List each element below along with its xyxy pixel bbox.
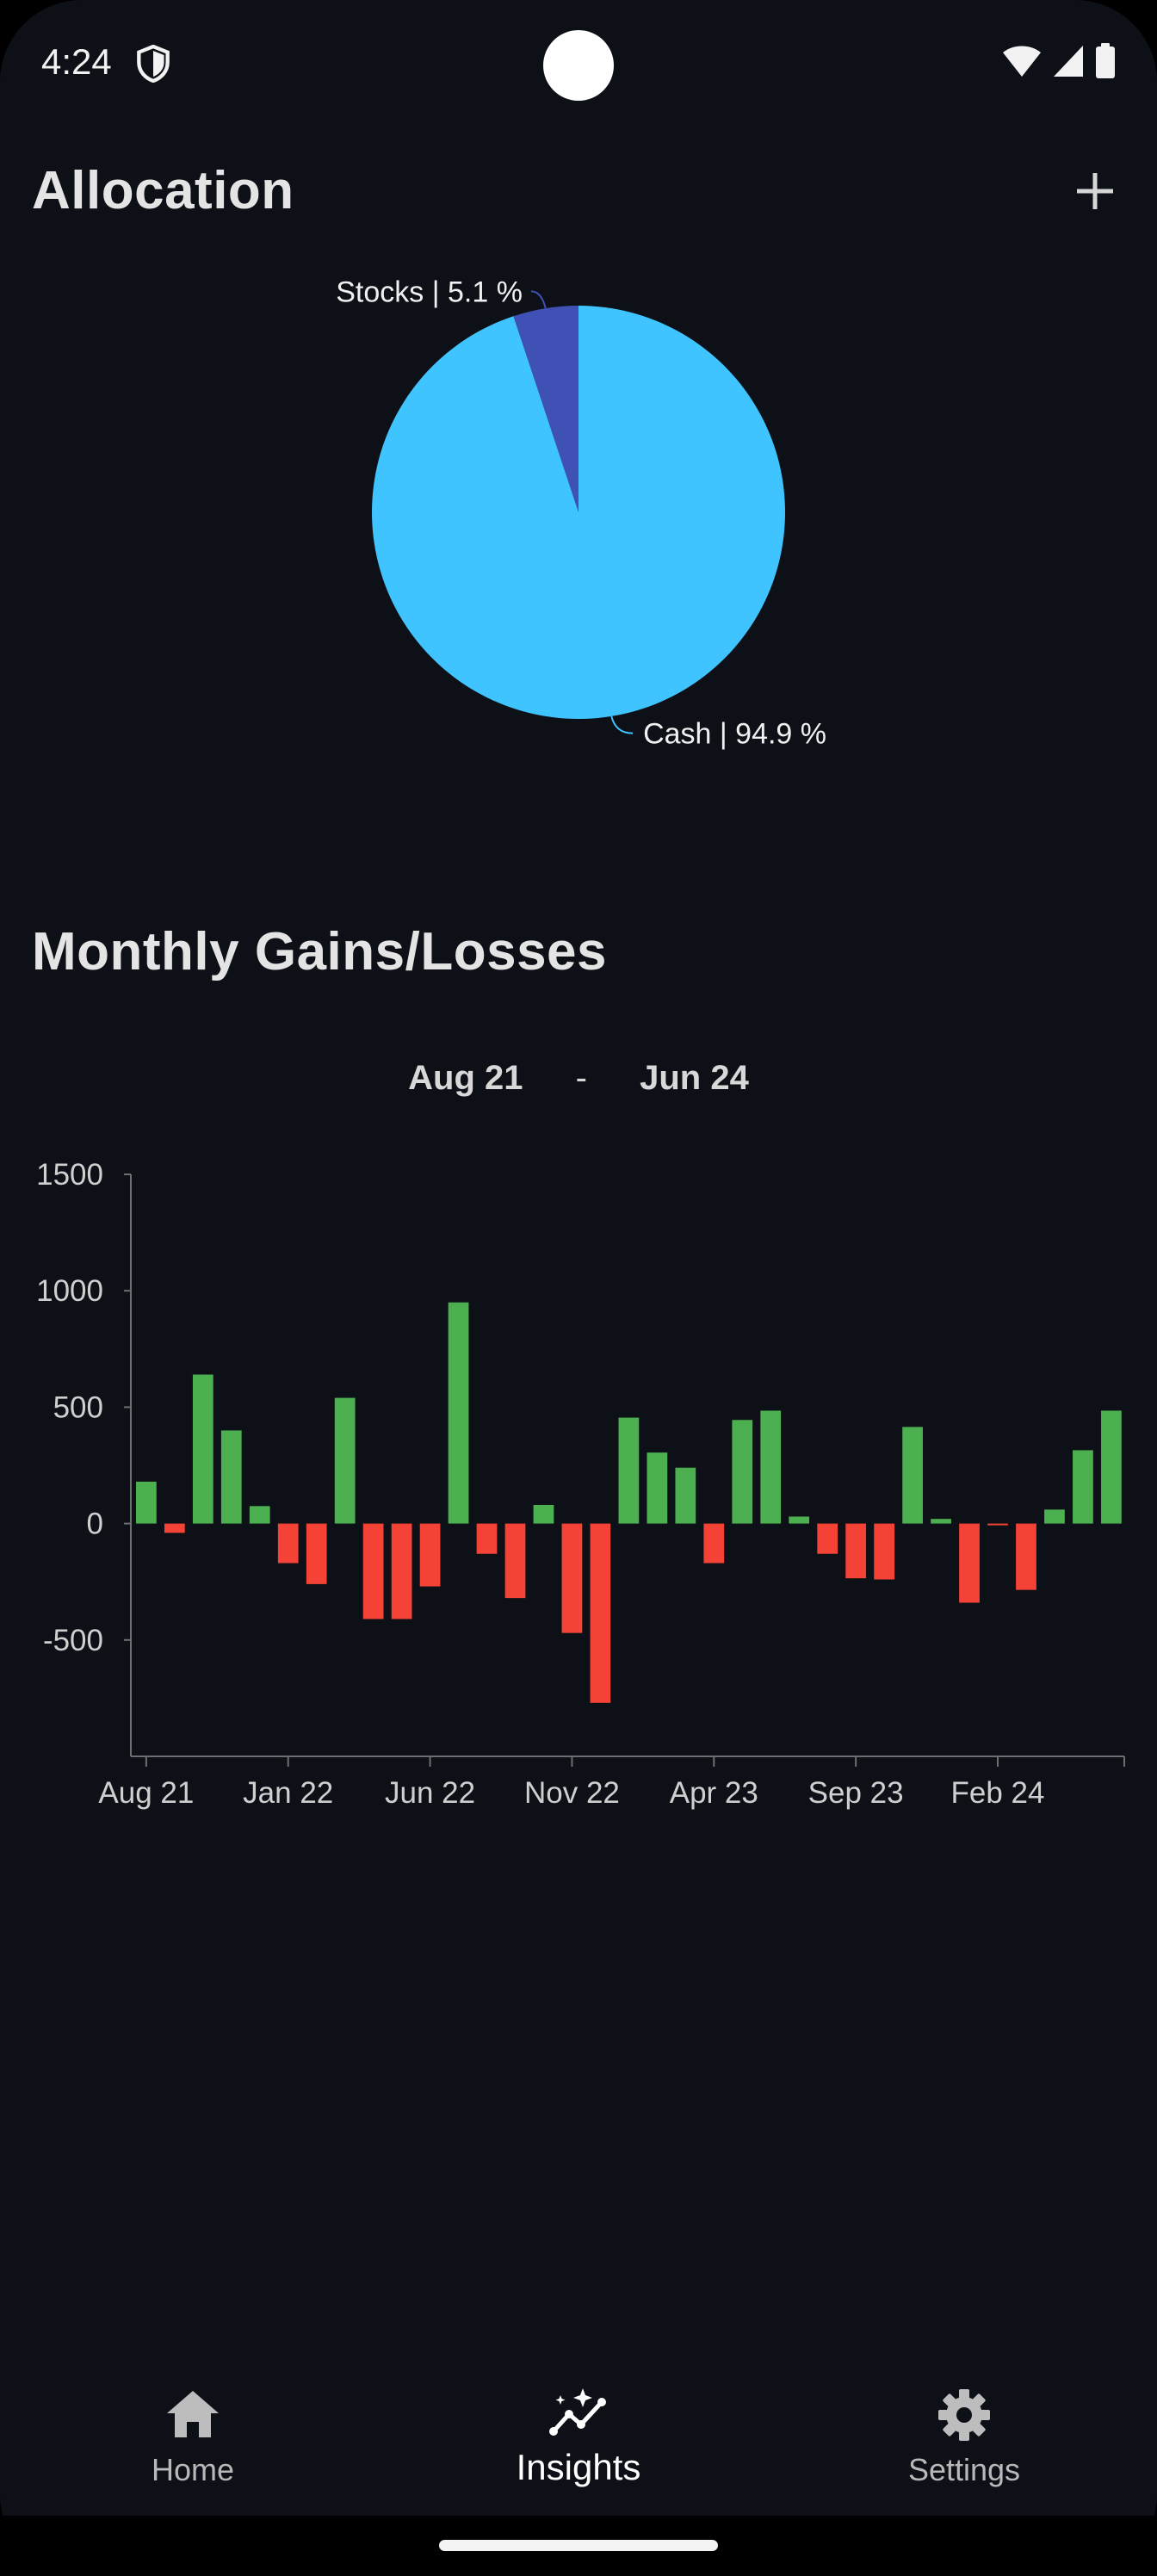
- nav-label-settings: Settings: [907, 2452, 1021, 2487]
- add-button[interactable]: [1067, 164, 1123, 219]
- monthly-bar-chart: -500 0 500 1000 1500 Aug 21 Jan 22 Jun 22 Nov 22…: [36, 1158, 1125, 1810]
- bar-apr-22[interactable]: [362, 1523, 384, 1619]
- bar-jun-22[interactable]: [419, 1523, 441, 1587]
- bar-may-23[interactable]: [732, 1420, 753, 1524]
- x-tick-label: Apr 23: [670, 1776, 758, 1810]
- bar-sep-21[interactable]: [164, 1523, 185, 1533]
- bar-nov-23[interactable]: [902, 1427, 923, 1524]
- bar-jun-24[interactable]: [1101, 1410, 1122, 1524]
- bar-jan-24[interactable]: [959, 1523, 980, 1603]
- bar-jul-22[interactable]: [448, 1302, 469, 1524]
- bar-jun-23[interactable]: [760, 1410, 782, 1524]
- bar-nov-22[interactable]: [561, 1523, 583, 1633]
- gear-icon: [933, 2385, 995, 2445]
- pie-leader-cash: [610, 715, 634, 734]
- bar-dec-23[interactable]: [931, 1519, 951, 1524]
- shield-icon: [137, 45, 170, 83]
- bar-mar-22[interactable]: [334, 1397, 356, 1524]
- x-tick-label: Jan 22: [243, 1776, 333, 1810]
- range-end[interactable]: Jun 24: [640, 1059, 749, 1097]
- home-icon: [162, 2385, 224, 2445]
- pie-leader-stocks: [530, 290, 547, 309]
- bar-may-22[interactable]: [391, 1523, 412, 1619]
- bar-jan-22[interactable]: [277, 1523, 299, 1564]
- y-tick-label: -500: [43, 1624, 103, 1657]
- bottom-navigation: Home Insights: [0, 2359, 1157, 2514]
- y-tick-label: 1000: [36, 1274, 103, 1308]
- nav-label-insights: Insights: [516, 2447, 641, 2487]
- bar-may-24[interactable]: [1073, 1450, 1093, 1524]
- home-indicator[interactable]: [439, 2540, 718, 2551]
- date-range: Aug 21 - Jun 24: [0, 1059, 1157, 1098]
- bar-aug-23[interactable]: [817, 1523, 838, 1554]
- status-icons: [1002, 43, 1116, 79]
- pie-slice-stocks: [513, 306, 578, 512]
- pie-slice-cash: [372, 306, 786, 719]
- cellular-signal-icon: [1054, 46, 1083, 77]
- bar-apr-23[interactable]: [703, 1523, 725, 1564]
- bar-sep-22[interactable]: [504, 1523, 526, 1599]
- x-tick-label: Jun 22: [385, 1776, 475, 1810]
- bar-feb-23[interactable]: [647, 1452, 668, 1524]
- x-tick-label: Sep 23: [808, 1776, 904, 1810]
- camera-cutout: [543, 30, 614, 101]
- bar-nov-21[interactable]: [220, 1430, 242, 1524]
- x-tick-label: Nov 22: [524, 1776, 620, 1810]
- wifi-icon: [1003, 46, 1041, 77]
- y-tick-label: 1500: [36, 1158, 103, 1192]
- pie-label-stocks: Stocks | 5.1 %: [336, 276, 523, 308]
- insights-icon: [548, 2385, 609, 2440]
- battery-icon: [1096, 43, 1115, 78]
- nav-item-home[interactable]: Home: [64, 2359, 322, 2488]
- bar-oct-23[interactable]: [874, 1523, 894, 1580]
- bar-feb-24[interactable]: [987, 1523, 1008, 1526]
- plus-icon: [1077, 173, 1113, 209]
- bar-aug-21[interactable]: [136, 1481, 157, 1524]
- bar-aug-22[interactable]: [476, 1523, 498, 1554]
- bar-feb-22[interactable]: [306, 1523, 327, 1584]
- range-start[interactable]: Aug 21: [408, 1059, 523, 1097]
- monthly-title: Monthly Gains/Losses: [32, 922, 608, 981]
- bar-apr-24[interactable]: [1044, 1509, 1065, 1524]
- bar-mar-24[interactable]: [1016, 1523, 1036, 1590]
- bar-jul-23[interactable]: [789, 1516, 810, 1524]
- x-tick-label: Aug 21: [98, 1776, 194, 1810]
- bar-dec-22[interactable]: [590, 1523, 611, 1703]
- bar-oct-22[interactable]: [533, 1504, 554, 1524]
- allocation-title: Allocation: [32, 161, 294, 220]
- status-bar: 4:24: [0, 0, 1157, 129]
- y-tick-label: 0: [87, 1508, 103, 1541]
- nav-label-home: Home: [151, 2452, 235, 2487]
- bar-oct-21[interactable]: [192, 1374, 213, 1524]
- bar-jan-23[interactable]: [618, 1417, 640, 1524]
- x-tick-label: Feb 24: [951, 1776, 1045, 1810]
- range-separator: -: [575, 1059, 587, 1097]
- y-tick-label: 500: [53, 1390, 103, 1424]
- allocation-pie-chart: Stocks | 5.1 % Cash | 94.9 %: [336, 276, 826, 751]
- bar-dec-21[interactable]: [249, 1506, 270, 1524]
- pie-label-cash: Cash | 94.9 %: [643, 718, 826, 751]
- status-time: 4:24: [41, 41, 112, 82]
- nav-item-settings[interactable]: Settings: [835, 2359, 1093, 2488]
- bar-mar-23[interactable]: [675, 1467, 696, 1524]
- nav-item-insights[interactable]: Insights: [449, 2359, 708, 2488]
- bar-sep-23[interactable]: [845, 1523, 867, 1579]
